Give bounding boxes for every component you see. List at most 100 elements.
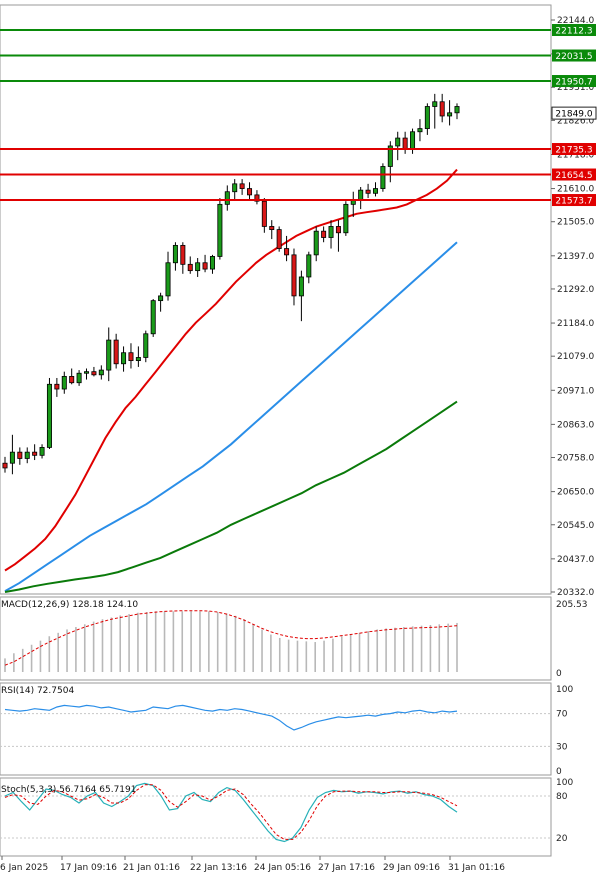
candle [135,346,141,367]
candle [84,368,90,380]
level-badge-label: 22112.3 [555,27,592,37]
candle [113,333,119,369]
stoch-signal-line [4,784,458,840]
candle [202,254,208,273]
candle-body-up [454,106,460,114]
candle [424,103,430,135]
time-tick-label: 22 Jan 13:16 [190,863,247,873]
price-tick-label: 21079.0 [557,352,594,362]
candle [39,444,45,459]
rsi-tick-label: 70 [556,710,568,720]
stoch-panel-frame [0,777,552,857]
macd-panel [4,610,458,672]
level-badge [552,24,596,37]
candle [284,235,290,262]
candle-body-up [424,106,430,129]
candle [232,179,238,200]
candle [187,256,193,274]
support-resistance-levels: 22112.3 22031.5 21950.7 21735.3 21654.5 21573… [0,24,596,207]
stoch-tick-label: 80 [556,792,568,802]
level-badge-label: 21950.7 [555,78,592,88]
candle-body-down [113,339,119,365]
candle-body-up [135,357,141,362]
time-tick-label: 29 Jan 09:16 [383,863,440,873]
stoch-panel: 100 80 20 [0,778,573,844]
candle [313,226,319,262]
candle [365,183,371,199]
time-axis: 6 Jan 2025 17 Jan 09:16 21 Jan 01:16 22 Jan… [0,856,505,873]
candle [121,346,127,372]
candle [239,179,245,195]
candle [91,366,97,377]
price-tick-label: 20758.0 [557,454,594,464]
candle [195,258,201,277]
candle-body-up [432,101,438,107]
time-tick-label: 17 Jan 09:16 [60,863,117,873]
moving-averages [4,168,458,593]
candle [276,226,282,252]
price-tick-label: 21931.0 [557,83,594,93]
candle [269,220,275,240]
price-tick-label: 20971.0 [557,386,594,396]
candle-body-up [165,262,171,297]
candle [9,434,15,475]
macd-scale-bottom: 0 [556,669,562,679]
candle-body-up [410,131,416,150]
candle-body-up [358,189,364,201]
moving-average-line [4,400,458,593]
candle [447,100,453,126]
candle-body-up [447,112,453,117]
candle [98,365,104,380]
price-tick-label: 21610.0 [557,185,594,195]
candle-body-down [291,254,297,297]
candle-body-up [172,244,178,264]
candle-body-up [306,254,312,278]
rsi-panel-frame [0,682,552,776]
candle [432,93,438,129]
macd-signal-line [4,610,458,666]
candle-body-up [217,203,223,257]
candle [372,182,378,197]
candle [128,343,134,369]
level-badge-label: 21573.7 [555,197,592,207]
candle [2,456,8,473]
price-panel-frame [0,4,552,595]
svg-text:21849.0: 21849.0 [555,110,592,120]
candle-body-up [195,262,201,272]
level-badge-label: 21735.3 [555,146,592,156]
candle [291,248,297,306]
stoch-tick-label: 20 [556,834,568,844]
candle [261,198,267,233]
candle [165,251,171,301]
candle [439,93,445,123]
candle-body-down [187,263,193,272]
level-badge [552,194,596,207]
stoch-label: Stoch(5,3,3) 56.7164 65.7191 [1,785,136,795]
candle [395,131,401,161]
candle-body-down [261,200,267,227]
moving-average-line [4,168,458,572]
candle-body-up [158,295,164,302]
candle-body-up [106,339,112,371]
candle-body-up [98,369,104,376]
candle-body-down [2,462,8,469]
candle-body-down [32,451,38,456]
level-badge [552,143,596,156]
price-tick-label: 20332.0 [557,588,594,598]
price-tick-label: 21184.0 [557,319,594,329]
level-badge [552,75,596,88]
candle [328,220,334,249]
time-tick-label: 27 Jan 17:16 [318,863,375,873]
rsi-tick-label: 0 [556,767,562,777]
macd-label: MACD(12,26,9) 128.18 124.10 [1,600,138,610]
candle-body-down [69,375,75,384]
candle-body-down [335,226,341,234]
candle [335,220,341,252]
candle-body-up [298,276,304,297]
candle-body-down [439,101,445,117]
stoch-tick-label: 100 [556,778,573,788]
candle [254,190,260,205]
candle-body-down [128,352,134,362]
candle-body-down [365,189,371,194]
candle-body-up [121,352,127,365]
